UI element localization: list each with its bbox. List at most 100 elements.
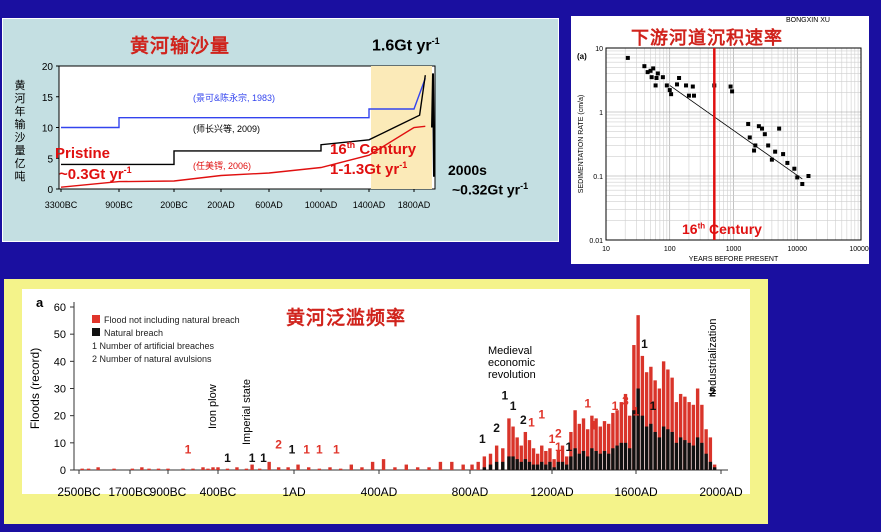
data-point [766,143,771,148]
count-annotation: 1 [502,388,509,402]
x-tick-label: 400AD [361,485,398,499]
y-tick-label: 0 [47,185,53,196]
breach-bar [657,437,662,470]
flood-bar [286,467,290,470]
breach-bar [598,453,602,470]
data-point [664,83,669,88]
count-annotation: 2 [275,437,282,451]
x-tick-label: 900BC [105,200,133,210]
breach-bar [552,467,556,470]
breach-bar [544,464,548,470]
flood-bar [86,468,91,470]
count-annotation: 1 [528,416,535,430]
x-tick-label: 1600AD [614,485,658,499]
breach-bar [687,442,691,470]
data-point [642,64,647,69]
count-annotation: 1 [249,451,256,465]
medieval-label: Medieval [488,345,532,357]
breach-bar [670,431,674,470]
flood-bar [519,445,523,470]
data-point [667,88,672,93]
y-axis-label-char: 年 [15,104,26,118]
y-tick-label: 0.1 [593,174,603,181]
data-point [756,124,761,129]
flood-bar [619,402,623,470]
count-annotation: 1 [584,397,591,411]
breach-bar [615,445,619,470]
panel-letter: (a) [577,52,587,61]
series-label-2: (师长兴等, 2009) [193,123,260,134]
flood-bar [276,467,281,470]
event-label: Imperial state [241,379,253,445]
flood-bar [201,467,205,470]
breach-bar [623,442,628,470]
data-point [655,71,660,76]
count-annotation: 1 [641,337,648,351]
flood-bar [649,366,653,470]
flood-bar [611,412,615,470]
x-axis-label: YEARS BEFORE PRESENT [689,256,779,263]
count-annotation: 1 [316,443,323,457]
flood-bar [427,467,431,470]
data-point [747,135,752,140]
flood-bar [461,464,465,470]
breach-bar [482,467,487,470]
data-point [753,143,758,148]
flood-bar [586,429,590,470]
breach-bar [607,453,611,470]
flood-bar [166,468,170,470]
count-annotation: 1 [333,443,340,457]
breach-bar [649,423,653,470]
flood-bar [666,369,670,470]
data-point [792,166,797,171]
count-annotation: 1 [591,418,598,432]
medieval-label: revolution [488,369,536,381]
count-annotation: 2 [493,421,500,435]
event-label: Iron plow [207,384,219,429]
breach-bar [712,467,717,470]
flood-bar [338,468,343,470]
y-tick-label: 20 [42,62,54,73]
flood-bar [360,467,364,470]
y-axis-label-char: 吨 [15,170,26,183]
breach-bar [602,450,607,470]
flood-bar [598,426,602,470]
flood-bar [393,467,397,470]
legend-label: 2 Number of natural avulsions [92,354,212,364]
x-tick-label: 1000AD [305,200,338,210]
flood-bar [657,388,662,470]
data-point [760,126,765,131]
breach-bar [661,426,666,470]
flood-frequency-panel: 0 10 20 30 40 50 60 Floods (record) 2500BC 1700BC… [4,279,768,524]
flood-bar [577,423,581,470]
flood-bar [216,467,220,470]
flood-bar [404,464,408,470]
x-tick-label: 2500BC [57,485,101,499]
flood-bar [438,461,443,470]
sedimentation-rate-title: 下游河道沉积速率 [631,28,783,49]
x-tick-label: 800AD [452,485,489,499]
breach-bar [573,448,577,470]
breach-bar [640,415,645,470]
data-point [769,157,774,162]
flood-bar [225,468,230,470]
breach-bar [586,456,590,470]
flood-bar [535,453,540,470]
flood-bar [540,445,544,470]
x-tick-label: 200AD [207,200,235,210]
century-marker-label: 16th Century [682,221,762,237]
legend-label: Natural breach [104,328,163,338]
data-point [781,152,786,157]
data-point [752,148,757,153]
flood-bar [602,421,607,470]
y-tick-label: 15 [42,93,54,104]
flood-bar [544,450,548,470]
data-point [806,174,811,178]
flood-bar [712,464,717,470]
flood-bar [470,464,474,470]
breach-bar [628,448,632,470]
data-point [653,83,658,88]
pristine-value: ~0.3Gt yr-1 [59,165,132,183]
breach-bar [581,450,586,470]
